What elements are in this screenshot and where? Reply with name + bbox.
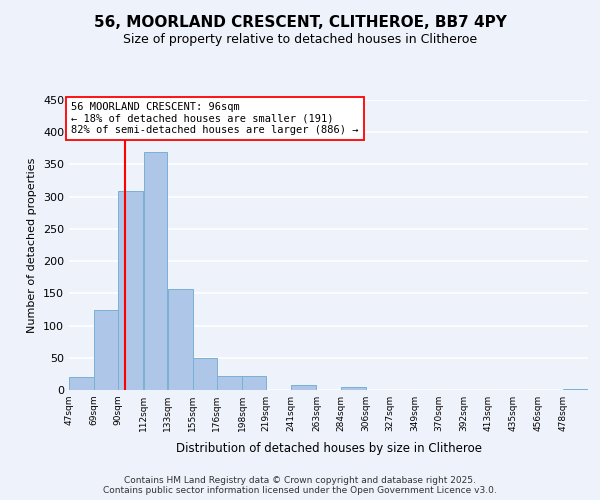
- Bar: [143, 152, 167, 390]
- Text: Contains HM Land Registry data © Crown copyright and database right 2025.
Contai: Contains HM Land Registry data © Crown c…: [103, 476, 497, 495]
- Bar: [69, 377, 94, 390]
- Y-axis label: Number of detached properties: Number of detached properties: [28, 158, 37, 332]
- Bar: [242, 376, 266, 390]
- X-axis label: Distribution of detached houses by size in Clitheroe: Distribution of detached houses by size …: [176, 442, 482, 456]
- Text: 56 MOORLAND CRESCENT: 96sqm
← 18% of detached houses are smaller (191)
82% of se: 56 MOORLAND CRESCENT: 96sqm ← 18% of det…: [71, 102, 359, 135]
- Text: Size of property relative to detached houses in Clitheroe: Size of property relative to detached ho…: [123, 32, 477, 46]
- Bar: [193, 358, 217, 390]
- Bar: [341, 388, 365, 390]
- Bar: [292, 386, 316, 390]
- Text: 56, MOORLAND CRESCENT, CLITHEROE, BB7 4PY: 56, MOORLAND CRESCENT, CLITHEROE, BB7 4P…: [94, 15, 506, 30]
- Bar: [94, 310, 118, 390]
- Bar: [217, 376, 242, 390]
- Bar: [118, 191, 143, 390]
- Bar: [167, 290, 193, 390]
